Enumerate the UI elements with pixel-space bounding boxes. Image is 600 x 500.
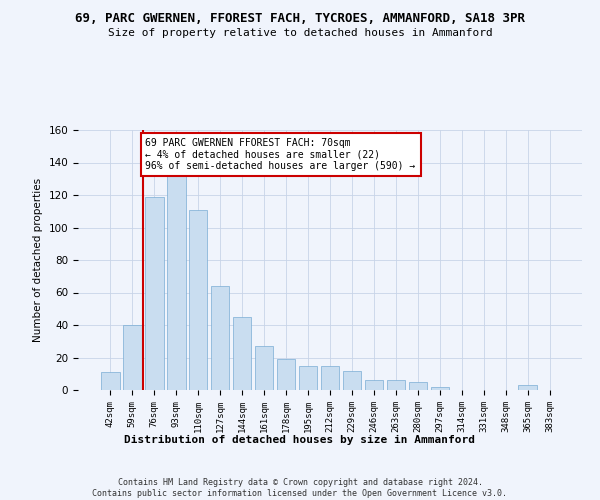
Bar [320, 366, 340, 390]
Text: 69 PARC GWERNEN FFOREST FACH: 70sqm
← 4% of detached houses are smaller (22)
96%: 69 PARC GWERNEN FFOREST FACH: 70sqm ← 4%… [145, 138, 416, 172]
Bar [299, 366, 317, 390]
Bar [233, 317, 251, 390]
Bar [409, 382, 427, 390]
Bar [255, 346, 274, 390]
Text: Contains HM Land Registry data © Crown copyright and database right 2024.
Contai: Contains HM Land Registry data © Crown c… [92, 478, 508, 498]
Bar [211, 286, 229, 390]
Bar [123, 325, 142, 390]
Y-axis label: Number of detached properties: Number of detached properties [33, 178, 43, 342]
Bar [431, 387, 449, 390]
Bar [167, 176, 185, 390]
Bar [343, 370, 361, 390]
Bar [365, 380, 383, 390]
Bar [277, 359, 295, 390]
Bar [386, 380, 405, 390]
Bar [145, 196, 164, 390]
Bar [189, 210, 208, 390]
Text: Size of property relative to detached houses in Ammanford: Size of property relative to detached ho… [107, 28, 493, 38]
Text: Distribution of detached houses by size in Ammanford: Distribution of detached houses by size … [125, 435, 476, 445]
Text: 69, PARC GWERNEN, FFOREST FACH, TYCROES, AMMANFORD, SA18 3PR: 69, PARC GWERNEN, FFOREST FACH, TYCROES,… [75, 12, 525, 26]
Bar [518, 385, 537, 390]
Bar [101, 372, 119, 390]
